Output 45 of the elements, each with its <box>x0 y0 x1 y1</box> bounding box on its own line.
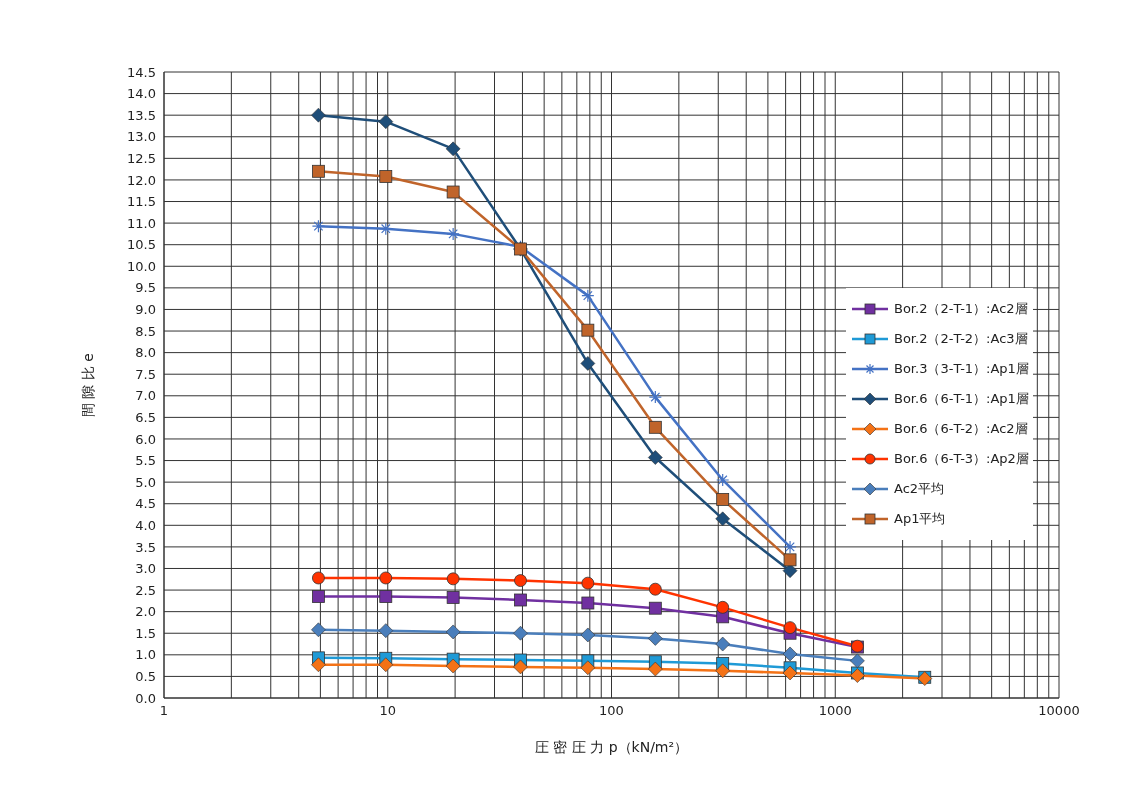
y-tick-label: 0.5 <box>135 669 156 685</box>
y-tick-label: 11.5 <box>127 194 156 210</box>
legend-label: Bor.3（3-T-1）:Ap1層 <box>894 360 1029 378</box>
y-tick-label: 4.5 <box>135 496 156 512</box>
y-tick-label: 4.0 <box>135 517 156 533</box>
y-tick-label: 0.0 <box>135 690 156 706</box>
y-tick-label: 7.0 <box>135 388 156 404</box>
legend-label: Bor.6（6-T-3）:Ap2層 <box>894 450 1029 468</box>
y-tick-label: 5.5 <box>135 453 156 469</box>
y-tick-label: 10.5 <box>127 237 156 253</box>
y-tick-label: 9.0 <box>135 302 156 318</box>
legend-label: Bor.2（2-T-2）:Ac3層 <box>894 330 1028 348</box>
y-tick-label: 8.5 <box>135 323 156 339</box>
y-tick-label: 12.5 <box>127 150 156 166</box>
y-tick-label: 13.5 <box>127 107 156 123</box>
x-tick-label: 100 <box>599 703 624 719</box>
y-tick-label: 14.0 <box>127 86 156 102</box>
y-tick-label: 3.5 <box>135 539 156 555</box>
y-tick-label: 7.5 <box>135 366 156 382</box>
y-tick-label: 1.0 <box>135 647 156 663</box>
y-tick-label: 2.0 <box>135 604 156 620</box>
y-tick-label: 14.5 <box>127 64 156 80</box>
y-tick-label: 6.5 <box>135 409 156 425</box>
y-axis-title: 間 隙 比 e <box>79 353 96 417</box>
legend-label: Bor.6（6-T-1）:Ap1層 <box>894 390 1029 408</box>
legend-label: Ap1平均 <box>894 510 946 528</box>
y-tick-label: 13.0 <box>127 129 156 145</box>
x-tick-label: 1000 <box>818 703 852 719</box>
y-tick-label: 2.5 <box>135 582 156 598</box>
y-tick-label: 1.5 <box>135 625 156 641</box>
x-axis-title: 圧 密 圧 力 p（kN/m²） <box>534 739 689 755</box>
x-tick-label: 1 <box>159 703 169 719</box>
legend-label: Ac2平均 <box>894 480 945 498</box>
x-tick-label: 10 <box>379 703 397 719</box>
y-tick-label: 6.0 <box>135 431 156 447</box>
legend-label: Bor.6（6-T-2）:Ac2層 <box>894 420 1028 438</box>
y-tick-label: 3.0 <box>135 561 156 577</box>
y-tick-label: 8.0 <box>135 345 156 361</box>
x-tick-label: 10000 <box>1038 703 1080 719</box>
y-tick-label: 12.0 <box>127 172 156 188</box>
y-tick-label: 5.0 <box>135 474 156 490</box>
y-tick-label: 11.0 <box>127 215 156 231</box>
y-tick-label: 10.0 <box>127 258 156 274</box>
y-tick-label: 9.5 <box>135 280 156 296</box>
legend-label: Bor.2（2-T-1）:Ac2層 <box>894 300 1028 318</box>
